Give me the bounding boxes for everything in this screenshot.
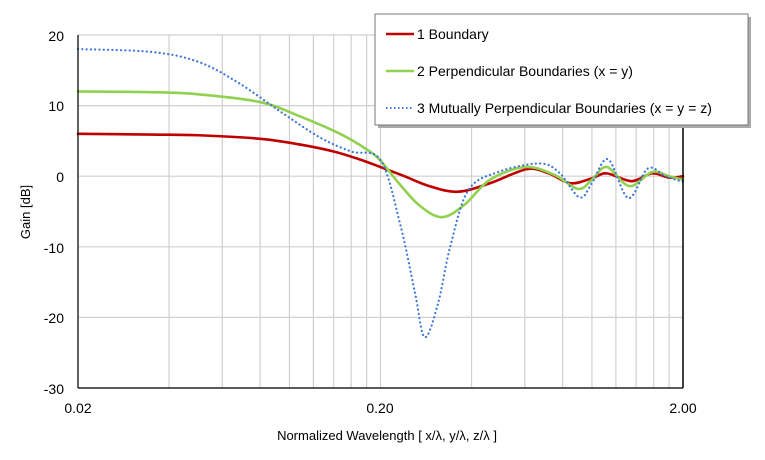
series-group bbox=[76, 48, 685, 339]
gridlines bbox=[77, 34, 683, 389]
x-axis-label: Normalized Wavelength [ x/λ, y/λ, z/λ ] bbox=[277, 428, 497, 443]
y-tick-label: 0 bbox=[56, 169, 64, 185]
y-axis-label: Gain [dB] bbox=[18, 185, 33, 239]
series-line-2 bbox=[76, 90, 685, 219]
x-tick-labels: 0.02 0.20 2.00 bbox=[64, 400, 696, 416]
y-tick-label: -30 bbox=[44, 381, 64, 397]
y-tick-label: 10 bbox=[48, 98, 64, 114]
y-tick-label: -10 bbox=[44, 240, 64, 256]
x-tick-label: 0.02 bbox=[64, 400, 91, 416]
legend-label: 2 Perpendicular Boundaries (x = y) bbox=[417, 63, 633, 79]
legend-box bbox=[374, 13, 749, 126]
x-tick-label: 2.00 bbox=[669, 400, 696, 416]
y-tick-label: 20 bbox=[48, 28, 64, 44]
legend-label: 1 Boundary bbox=[417, 26, 489, 42]
x-tick-label: 0.20 bbox=[366, 400, 393, 416]
y-tick-label: -20 bbox=[44, 310, 64, 326]
series-line-3 bbox=[76, 48, 685, 339]
legend-label: 3 Mutually Perpendicular Boundaries (x =… bbox=[417, 100, 712, 116]
y-tick-labels: 20 10 0 -10 -20 -30 bbox=[44, 28, 64, 397]
legend: 1 Boundary 2 Perpendicular Boundaries (x… bbox=[374, 13, 751, 128]
series-line-1 bbox=[76, 132, 685, 194]
